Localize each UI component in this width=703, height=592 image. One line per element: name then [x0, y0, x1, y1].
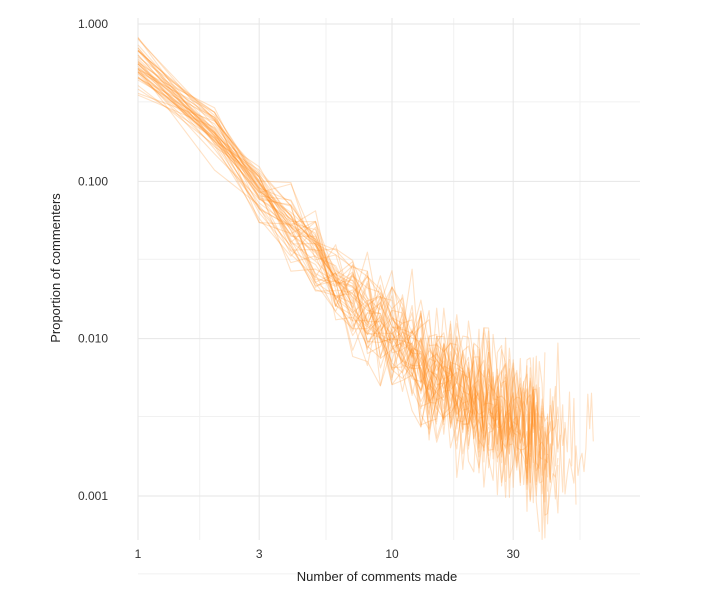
y-axis-title: Proportion of commenters — [48, 193, 63, 343]
series-line — [137, 69, 445, 429]
x-tick-label: 10 — [385, 547, 399, 561]
series-line — [137, 55, 464, 430]
series-line — [137, 58, 514, 453]
y-tick-label: 1.000 — [78, 17, 108, 31]
x-tick-label: 30 — [507, 547, 521, 561]
x-tick-label: 3 — [256, 547, 263, 561]
series-line — [137, 92, 521, 432]
series-line — [137, 44, 413, 394]
series-line — [137, 71, 475, 426]
series-line — [137, 65, 546, 468]
series-line — [137, 47, 554, 486]
series-line — [137, 50, 458, 404]
y-axis-ticks: 0.001 0.010 0.100 1.000 — [78, 17, 108, 503]
series-line — [137, 50, 430, 384]
grid — [137, 18, 640, 575]
series-line — [137, 50, 470, 433]
series-line — [137, 72, 540, 504]
series-line — [137, 88, 566, 503]
series-line — [137, 67, 480, 453]
series-line — [137, 60, 503, 450]
series-line — [137, 60, 480, 445]
series-line — [137, 71, 458, 428]
y-tick-label: 0.100 — [78, 174, 108, 188]
series-line — [137, 68, 485, 452]
series-line — [137, 71, 485, 448]
series-line — [137, 37, 531, 488]
series-layer — [137, 37, 594, 541]
x-axis-title: Number of comments made — [297, 569, 457, 584]
series-line — [137, 76, 559, 490]
series-line — [137, 71, 549, 486]
x-axis-ticks: 1 3 10 30 — [135, 547, 521, 561]
series-line — [137, 63, 507, 469]
series-line — [137, 68, 534, 445]
y-tick-label: 0.001 — [78, 489, 108, 503]
series-line — [137, 63, 594, 514]
series-line — [137, 56, 561, 501]
series-line — [137, 73, 490, 455]
series-line — [137, 67, 559, 483]
series-line — [137, 38, 534, 502]
series-line — [137, 62, 494, 442]
x-tick-label: 1 — [135, 547, 142, 561]
y-tick-label: 0.010 — [78, 332, 108, 346]
series-line — [137, 49, 438, 425]
series-line — [137, 94, 543, 496]
series-line — [137, 54, 540, 532]
series-line — [137, 85, 559, 516]
series-line — [137, 61, 549, 539]
series-line — [137, 77, 551, 525]
series-line — [137, 37, 507, 474]
series-line — [137, 77, 518, 473]
series-line — [137, 49, 559, 541]
series-line — [137, 77, 543, 484]
series-line — [137, 63, 475, 470]
series-line — [137, 63, 525, 463]
series-line — [137, 47, 577, 505]
series-line — [137, 69, 437, 392]
series-line — [137, 79, 549, 498]
